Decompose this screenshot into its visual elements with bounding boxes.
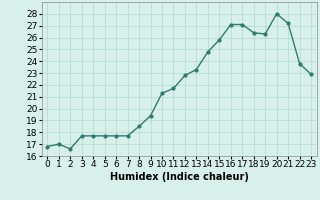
X-axis label: Humidex (Indice chaleur): Humidex (Indice chaleur) — [110, 172, 249, 182]
